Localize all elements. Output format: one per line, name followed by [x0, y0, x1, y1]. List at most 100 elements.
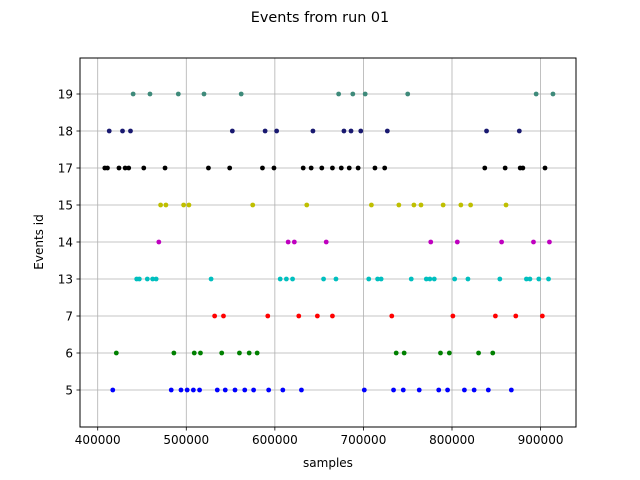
data-point: [110, 387, 116, 393]
data-point: [547, 239, 552, 245]
data-point: [254, 350, 260, 356]
x-tick-label: 800000: [429, 433, 475, 447]
x-tick-label: 500000: [163, 433, 209, 447]
data-point: [446, 350, 452, 356]
data-point: [260, 165, 265, 171]
data-point: [181, 202, 187, 208]
data-point: [369, 202, 374, 208]
data-point: [238, 91, 244, 97]
data-point: [542, 165, 548, 171]
data-point: [391, 387, 396, 393]
data-point: [321, 276, 326, 282]
data-point: [229, 128, 235, 134]
data-point: [423, 276, 429, 282]
data-point: [126, 165, 132, 171]
data-point: [323, 239, 329, 245]
data-point: [366, 276, 372, 282]
x-axis-title: samples: [303, 456, 353, 470]
data-point: [389, 313, 395, 319]
data-point: [116, 165, 122, 171]
data-point: [503, 202, 509, 208]
data-point: [497, 276, 503, 282]
data-point: [265, 313, 271, 319]
data-point: [299, 387, 304, 393]
data-point: [341, 128, 347, 134]
data-point: [242, 387, 248, 393]
data-point: [304, 202, 310, 208]
data-point: [106, 128, 112, 134]
data-point: [120, 128, 125, 134]
data-point: [476, 350, 481, 356]
data-point: [197, 387, 202, 393]
data-point: [296, 313, 302, 319]
data-point: [314, 313, 320, 319]
data-point: [452, 276, 458, 282]
data-point: [372, 165, 378, 171]
data-point: [227, 165, 233, 171]
data-point: [405, 91, 411, 97]
data-point: [471, 387, 477, 393]
data-point: [520, 165, 526, 171]
data-point: [168, 387, 174, 393]
data-point: [190, 387, 196, 393]
data-point: [427, 276, 433, 282]
data-point: [361, 387, 367, 393]
y-tick-label: 15: [58, 199, 73, 213]
data-point: [450, 313, 456, 319]
data-point: [355, 165, 361, 171]
data-point: [418, 202, 424, 208]
data-point: [550, 91, 556, 97]
data-point: [113, 350, 119, 356]
data-point: [378, 276, 384, 282]
y-axis-ticks: 5 6 7 13 14 15 17 18 19: [58, 88, 80, 398]
data-point: [440, 202, 446, 208]
data-point: [198, 350, 203, 356]
data-point: [144, 276, 150, 282]
data-point: [105, 165, 110, 171]
data-point: [400, 387, 406, 393]
data-point: [122, 165, 128, 171]
data-point: [411, 202, 417, 208]
data-point: [330, 165, 335, 171]
data-point: [262, 128, 268, 134]
data-point: [290, 276, 295, 282]
data-point: [336, 91, 342, 97]
data-point: [156, 239, 162, 245]
data-point: [308, 165, 314, 171]
data-point: [396, 202, 402, 208]
data-point: [382, 165, 388, 171]
data-point: [408, 276, 414, 282]
x-axis-ticks: 400000 500000 600000 700000 800000 900000: [75, 427, 563, 447]
data-point: [280, 387, 286, 393]
data-point: [362, 91, 368, 97]
y-tick-label: 13: [58, 273, 73, 287]
data-point: [136, 276, 142, 282]
data-point: [468, 202, 473, 208]
data-point: [232, 387, 238, 393]
y-tick-label: 7: [65, 310, 73, 324]
data-point: [130, 91, 136, 97]
data-points: [102, 91, 556, 393]
data-point: [346, 165, 352, 171]
y-axis-title: Events id: [32, 214, 46, 269]
data-point: [250, 202, 256, 208]
data-point: [524, 276, 529, 282]
data-point: [338, 165, 344, 171]
x-tick-label: 600000: [252, 433, 298, 447]
data-point: [458, 202, 464, 208]
data-point: [499, 239, 504, 245]
data-point: [546, 276, 551, 282]
data-point: [484, 128, 489, 134]
data-point: [147, 91, 153, 97]
data-point: [178, 387, 184, 393]
data-point: [393, 350, 399, 356]
data-point: [428, 239, 434, 245]
data-point: [401, 350, 407, 356]
data-point: [186, 202, 192, 208]
x-tick-label: 700000: [341, 433, 387, 447]
x-tick-label: 400000: [75, 433, 121, 447]
data-point: [493, 313, 498, 319]
data-point: [375, 276, 380, 282]
data-point: [319, 165, 325, 171]
